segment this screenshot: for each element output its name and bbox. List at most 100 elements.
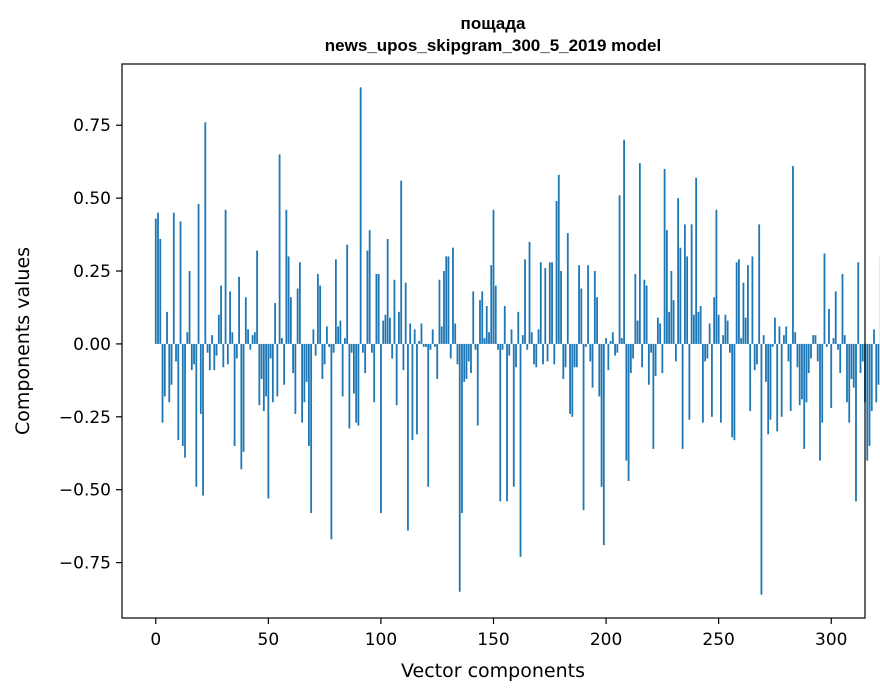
bar-181 (562, 343, 565, 379)
bar-299 (828, 308, 830, 344)
bar-28 (217, 314, 220, 344)
bar-243 (701, 343, 704, 423)
bar-57 (283, 343, 286, 385)
bar-106 (393, 279, 396, 344)
bar-221 (652, 343, 655, 449)
bar-249 (715, 209, 718, 344)
bar-98 (375, 273, 378, 344)
bar-182 (564, 343, 567, 368)
x-tick-label-300: 300 (815, 630, 847, 650)
bar-124 (434, 343, 436, 347)
bar-52 (271, 343, 274, 403)
bar-65 (301, 343, 304, 423)
bar-95 (368, 230, 371, 344)
bar-139 (467, 343, 470, 362)
x-tick-label-250: 250 (702, 630, 734, 650)
bar-62 (294, 343, 297, 414)
bar-91 (359, 87, 362, 344)
bar-115 (413, 329, 416, 344)
bar-248 (713, 297, 716, 344)
bar-25 (211, 335, 213, 344)
bar-101 (382, 320, 385, 344)
chart-subtitle: news_upos_skipgram_300_5_2019 model (325, 36, 661, 55)
y-tick-label-4: 0.25 (73, 262, 111, 282)
bar-1 (157, 212, 159, 344)
bar-97 (373, 343, 376, 403)
bar-225 (661, 343, 664, 374)
bar-80 (334, 259, 337, 344)
bar-49 (265, 343, 267, 397)
bar-316 (866, 343, 869, 461)
bar-96 (371, 343, 373, 353)
bar-193 (589, 343, 592, 362)
bar-190 (582, 343, 585, 511)
bar-128 (443, 271, 445, 344)
bar-321 (877, 343, 880, 385)
bar-257 (733, 343, 736, 441)
bar-222 (654, 343, 657, 376)
bar-120 (425, 343, 427, 347)
bar-271 (765, 343, 767, 382)
bar-300 (830, 343, 833, 409)
bar-60 (289, 297, 292, 344)
bar-46 (258, 343, 261, 406)
bar-35 (233, 343, 236, 446)
bar-273 (769, 343, 772, 420)
bar-159 (512, 343, 515, 487)
chart-title: пощада (461, 14, 526, 33)
bar-42 (249, 343, 252, 350)
bar-111 (404, 282, 407, 344)
bar-296 (821, 343, 824, 423)
bar-179 (557, 174, 560, 344)
bar-140 (470, 343, 472, 374)
bar-5 (166, 311, 168, 344)
bar-172 (542, 343, 544, 365)
bar-281 (787, 343, 790, 362)
bar-247 (711, 343, 713, 417)
bar-138 (465, 343, 468, 379)
bar-308 (848, 343, 851, 423)
bar-24 (208, 343, 211, 371)
bar-311 (855, 343, 857, 502)
bar-21 (202, 343, 204, 496)
bar-160 (515, 343, 517, 368)
bar-278 (780, 343, 783, 417)
bar-291 (810, 343, 812, 359)
bar-133 (454, 323, 457, 344)
bar-237 (688, 343, 691, 420)
bar-236 (686, 256, 689, 344)
bar-187 (575, 343, 578, 368)
bar-113 (409, 323, 412, 344)
bar-83 (341, 343, 344, 397)
bar-135 (458, 343, 461, 592)
bar-230 (672, 300, 675, 344)
bar-61 (292, 343, 295, 374)
bar-134 (456, 343, 459, 365)
y-axis-label: Components values (12, 247, 34, 435)
bar-279 (783, 335, 785, 344)
bar-82 (339, 320, 342, 344)
bar-100 (380, 343, 382, 514)
bar-151 (494, 285, 497, 344)
bar-314 (861, 343, 864, 362)
bar-94 (366, 250, 369, 344)
bar-208 (623, 139, 625, 344)
bar-228 (668, 311, 671, 344)
bar-312 (857, 262, 860, 344)
bar-81 (337, 326, 340, 344)
bar-196 (596, 297, 598, 344)
bar-93 (364, 343, 367, 374)
bar-143 (476, 343, 479, 426)
bar-188 (578, 265, 580, 344)
bar-157 (508, 343, 511, 356)
bar-244 (704, 343, 707, 362)
bar-137 (463, 343, 466, 382)
bar-310 (852, 343, 855, 388)
bar-233 (679, 247, 682, 344)
bar-121 (427, 343, 430, 487)
bar-210 (627, 343, 630, 481)
bar-16 (190, 343, 193, 371)
bar-34 (231, 332, 234, 344)
y-tick-label-6: 0.75 (73, 116, 111, 136)
